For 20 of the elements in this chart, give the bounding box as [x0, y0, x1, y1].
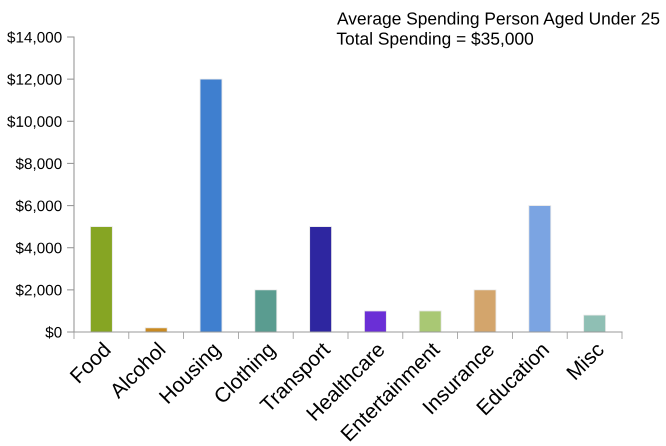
bar — [90, 226, 113, 332]
y-tick-label: $2,000 — [16, 284, 62, 298]
y-tick-label: $8,000 — [16, 158, 62, 171]
bar — [364, 310, 387, 332]
bar — [583, 314, 606, 332]
bar — [528, 205, 552, 332]
chart-subtitle: Total Spending = $35,000 — [336, 32, 534, 48]
bar — [254, 289, 278, 332]
bar — [474, 289, 496, 332]
chart-title: Average Spending Person Aged Under 25 — [337, 12, 660, 28]
y-tick-label: $14,000 — [7, 31, 62, 44]
y-tick-label: $6,000 — [16, 200, 62, 214]
y-tick-label: $12,000 — [7, 73, 62, 87]
bar — [200, 78, 222, 332]
x-tick-label: Misc — [566, 340, 606, 380]
y-tick-label: $10,000 — [7, 116, 62, 129]
bar — [309, 226, 332, 332]
y-tick-label: $4,000 — [16, 242, 62, 256]
bar — [418, 310, 442, 332]
y-tick-label: $0 — [45, 326, 62, 339]
